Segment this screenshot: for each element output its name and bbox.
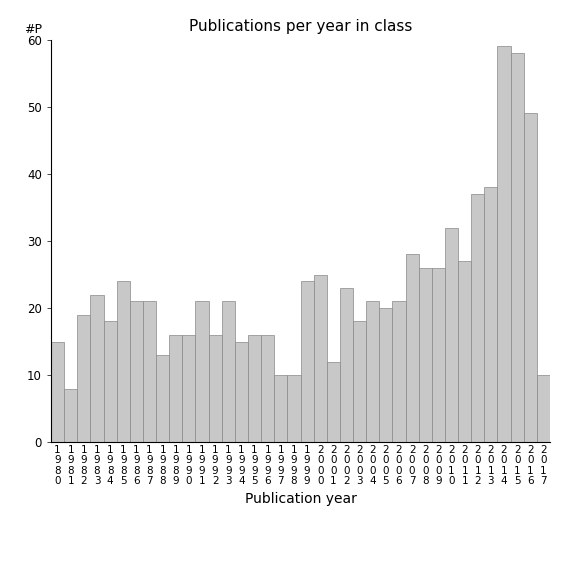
Bar: [235, 341, 248, 442]
Bar: [104, 321, 117, 442]
Bar: [287, 375, 301, 442]
Bar: [366, 302, 379, 442]
Bar: [458, 261, 471, 442]
Bar: [445, 227, 458, 442]
Bar: [392, 302, 405, 442]
Bar: [471, 194, 484, 442]
Bar: [418, 268, 432, 442]
Bar: [484, 187, 497, 442]
Bar: [261, 335, 274, 442]
Bar: [340, 288, 353, 442]
Bar: [314, 274, 327, 442]
Bar: [353, 321, 366, 442]
Bar: [143, 302, 156, 442]
Y-axis label: #P: #P: [24, 23, 41, 36]
Bar: [524, 113, 537, 442]
Bar: [405, 255, 418, 442]
Title: Publications per year in class: Publications per year in class: [189, 19, 412, 35]
Bar: [274, 375, 287, 442]
Bar: [432, 268, 445, 442]
Bar: [156, 355, 169, 442]
Bar: [209, 335, 222, 442]
Bar: [64, 388, 77, 442]
Bar: [537, 375, 550, 442]
Bar: [222, 302, 235, 442]
Bar: [183, 335, 196, 442]
Bar: [497, 46, 511, 442]
Bar: [379, 308, 392, 442]
Bar: [169, 335, 183, 442]
Bar: [196, 302, 209, 442]
Bar: [327, 362, 340, 442]
Bar: [301, 281, 314, 442]
Bar: [51, 341, 64, 442]
Bar: [90, 295, 104, 442]
X-axis label: Publication year: Publication year: [244, 492, 357, 506]
Bar: [248, 335, 261, 442]
Bar: [117, 281, 130, 442]
Bar: [511, 53, 524, 442]
Bar: [130, 302, 143, 442]
Bar: [77, 315, 90, 442]
